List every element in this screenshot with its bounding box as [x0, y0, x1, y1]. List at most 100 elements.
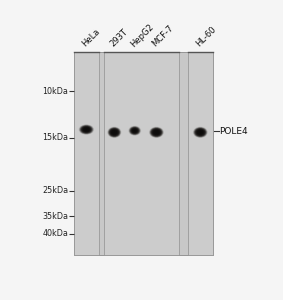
- Ellipse shape: [80, 125, 93, 134]
- Ellipse shape: [134, 130, 135, 131]
- Ellipse shape: [109, 128, 120, 137]
- Ellipse shape: [83, 127, 90, 132]
- Bar: [104, 52, 179, 256]
- Ellipse shape: [200, 132, 201, 133]
- Ellipse shape: [195, 128, 206, 136]
- Ellipse shape: [132, 129, 137, 132]
- Ellipse shape: [199, 131, 201, 133]
- Ellipse shape: [83, 128, 89, 131]
- Ellipse shape: [133, 130, 136, 132]
- Text: 40kDa: 40kDa: [42, 229, 68, 238]
- Ellipse shape: [86, 129, 87, 130]
- Ellipse shape: [150, 128, 163, 137]
- Ellipse shape: [151, 128, 162, 136]
- Ellipse shape: [114, 132, 115, 133]
- Ellipse shape: [130, 127, 139, 134]
- Text: 293T: 293T: [108, 28, 129, 49]
- Text: 25kDa: 25kDa: [42, 186, 68, 195]
- Ellipse shape: [155, 131, 158, 134]
- Ellipse shape: [111, 130, 118, 135]
- Ellipse shape: [109, 128, 119, 136]
- Ellipse shape: [134, 130, 136, 131]
- Ellipse shape: [82, 127, 91, 133]
- Ellipse shape: [132, 128, 138, 133]
- Ellipse shape: [110, 128, 119, 136]
- Ellipse shape: [130, 127, 139, 134]
- Ellipse shape: [199, 131, 202, 134]
- Ellipse shape: [153, 129, 160, 135]
- Ellipse shape: [156, 132, 157, 133]
- Ellipse shape: [152, 129, 161, 136]
- Ellipse shape: [193, 127, 207, 138]
- Ellipse shape: [197, 130, 204, 135]
- Text: 35kDa: 35kDa: [42, 212, 68, 221]
- Ellipse shape: [129, 127, 140, 135]
- Ellipse shape: [110, 129, 118, 136]
- Ellipse shape: [132, 129, 137, 133]
- Text: POLE4: POLE4: [220, 127, 248, 136]
- Ellipse shape: [155, 131, 158, 134]
- Ellipse shape: [132, 129, 137, 133]
- Ellipse shape: [150, 127, 163, 137]
- Text: HeLa: HeLa: [80, 27, 102, 49]
- Ellipse shape: [131, 128, 139, 134]
- Ellipse shape: [81, 126, 92, 133]
- Bar: [188, 52, 213, 256]
- Ellipse shape: [198, 131, 202, 134]
- Ellipse shape: [151, 128, 162, 136]
- Ellipse shape: [84, 128, 89, 131]
- Ellipse shape: [194, 127, 207, 137]
- Ellipse shape: [82, 126, 91, 133]
- Ellipse shape: [155, 132, 157, 133]
- Ellipse shape: [132, 128, 138, 133]
- Ellipse shape: [108, 128, 120, 137]
- Ellipse shape: [149, 127, 163, 138]
- Ellipse shape: [129, 126, 141, 135]
- Ellipse shape: [151, 128, 162, 137]
- Ellipse shape: [130, 127, 140, 135]
- Ellipse shape: [110, 129, 119, 136]
- Ellipse shape: [79, 124, 94, 135]
- Ellipse shape: [133, 129, 137, 132]
- Ellipse shape: [197, 130, 203, 135]
- Ellipse shape: [134, 130, 135, 131]
- Text: HL-60: HL-60: [194, 25, 218, 49]
- Ellipse shape: [111, 130, 117, 135]
- Ellipse shape: [114, 132, 115, 133]
- Ellipse shape: [85, 128, 88, 131]
- Ellipse shape: [196, 129, 204, 136]
- Bar: [74, 52, 99, 256]
- Ellipse shape: [113, 131, 115, 133]
- Ellipse shape: [153, 130, 160, 135]
- Ellipse shape: [131, 128, 139, 134]
- Ellipse shape: [111, 129, 118, 135]
- Ellipse shape: [86, 129, 87, 130]
- Ellipse shape: [83, 128, 89, 132]
- Ellipse shape: [134, 130, 136, 132]
- Text: 15kDa: 15kDa: [42, 133, 68, 142]
- Ellipse shape: [80, 125, 93, 134]
- Ellipse shape: [195, 128, 205, 136]
- Ellipse shape: [85, 129, 88, 130]
- Ellipse shape: [113, 132, 115, 133]
- Ellipse shape: [149, 127, 164, 138]
- Ellipse shape: [113, 131, 116, 134]
- Ellipse shape: [110, 129, 119, 136]
- Ellipse shape: [151, 128, 162, 137]
- Ellipse shape: [194, 128, 207, 137]
- Ellipse shape: [80, 125, 93, 134]
- Ellipse shape: [199, 132, 201, 133]
- Ellipse shape: [131, 128, 138, 134]
- Ellipse shape: [108, 127, 121, 138]
- Ellipse shape: [128, 126, 141, 136]
- Ellipse shape: [196, 129, 205, 136]
- Ellipse shape: [109, 128, 120, 137]
- Ellipse shape: [152, 129, 161, 136]
- Ellipse shape: [113, 131, 116, 134]
- Ellipse shape: [133, 129, 136, 132]
- Ellipse shape: [112, 130, 117, 134]
- Ellipse shape: [196, 129, 205, 136]
- Ellipse shape: [112, 130, 116, 134]
- Ellipse shape: [194, 128, 206, 137]
- Ellipse shape: [200, 132, 201, 133]
